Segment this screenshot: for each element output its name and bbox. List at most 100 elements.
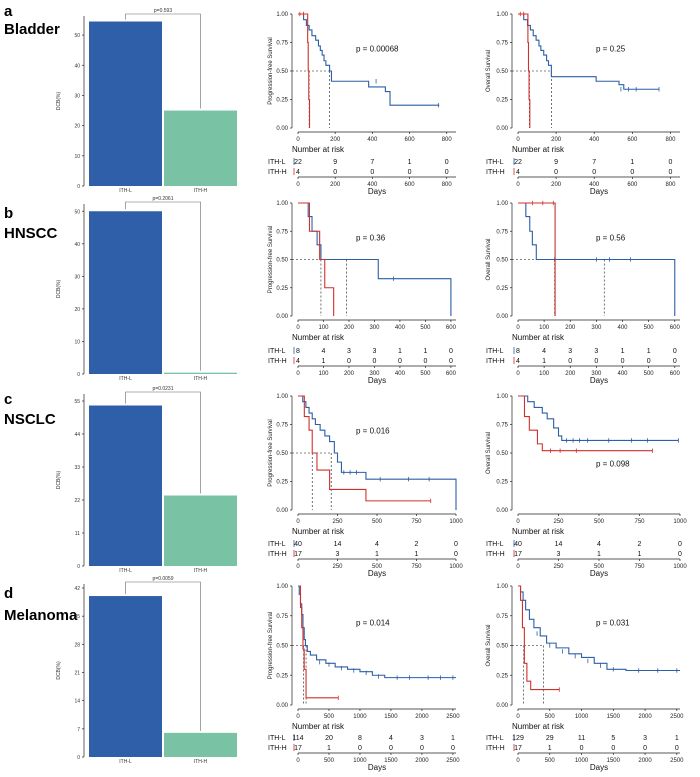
- x-tick-label: 400: [367, 137, 378, 143]
- x-tick-label: 500: [420, 325, 431, 331]
- y-tick-label: 0.50: [496, 451, 508, 457]
- y-axis-label: Overall Survival: [486, 238, 492, 280]
- risk-count: 17: [294, 745, 302, 752]
- y-tick-label: 0.75: [276, 614, 288, 620]
- cancer-name: Bladder: [4, 21, 60, 38]
- y-tick-label: 0.75: [276, 423, 288, 429]
- number-at-risk-label: Number at risk: [512, 527, 565, 536]
- km-curve-ith-h: [518, 395, 653, 452]
- risk-x-tick-label: 0: [516, 758, 520, 764]
- risk-row-label: ITH-L: [268, 541, 286, 548]
- x-tick-label: 600: [670, 325, 681, 331]
- risk-count: 0: [594, 358, 598, 365]
- risk-x-tick-label: 0: [296, 182, 300, 188]
- risk-x-tick-label: 100: [318, 371, 329, 377]
- risk-count: 40: [514, 541, 522, 548]
- p-value-label: p=0.0059: [153, 576, 174, 582]
- risk-count: 0: [420, 745, 424, 752]
- x-tick-label: 800: [665, 137, 676, 143]
- y-axis-label: Progression-free Survival: [268, 226, 274, 293]
- bar-ith-h: [164, 732, 237, 757]
- risk-count: 1: [423, 348, 427, 355]
- risk-x-tick-label: 0: [516, 182, 520, 188]
- y-tick-label: 1.00: [276, 12, 288, 18]
- km-curve-ith-h: [518, 202, 556, 316]
- panel-letter: d: [4, 585, 13, 602]
- bar-ith-l: [89, 596, 162, 757]
- risk-x-tick-label: 750: [411, 564, 422, 570]
- y-tick-label: 0.25: [276, 286, 288, 292]
- y-axis-label: Overall Survival: [486, 624, 492, 666]
- risk-count: 4: [322, 348, 326, 355]
- risk-count: 8: [358, 735, 362, 742]
- risk-count: 29: [546, 735, 554, 742]
- p-value-label: p = 0.098: [596, 460, 630, 469]
- risk-count: 0: [678, 541, 682, 548]
- risk-count: 0: [669, 169, 673, 176]
- dcb-bar-chart: 0 10 20 30 40 50 DCB(%) ITH-L ITH-H p=0.593: [56, 8, 237, 194]
- y-axis-label: Overall Survival: [486, 432, 492, 474]
- risk-count: 3: [347, 348, 351, 355]
- x-tick-label: 300: [591, 325, 602, 331]
- risk-x-tick-label: 300: [369, 371, 380, 377]
- os-km-plot: 0.000.250.500.751.000 200 400 600 800Overall…: [486, 11, 680, 196]
- risk-count: 4: [296, 358, 300, 365]
- x-tick-label: 1000: [353, 714, 367, 720]
- km-curve-ith-h: [298, 395, 431, 502]
- p-value-label: p = 0.016: [356, 427, 390, 436]
- risk-count: 1: [415, 551, 419, 558]
- y-tick-label: 21: [74, 671, 80, 677]
- bar-ith-h: [164, 495, 237, 566]
- y-tick-label: 0.75: [276, 229, 288, 235]
- x-tick-label: 2000: [638, 714, 652, 720]
- p-value-label: p=0.593: [154, 8, 172, 14]
- y-tick-label: 10: [74, 339, 80, 345]
- risk-count: 129: [512, 735, 524, 742]
- risk-x-tick-label: 500: [420, 371, 431, 377]
- risk-x-tick-label: 0: [296, 758, 300, 764]
- y-tick-label: 30: [74, 93, 80, 99]
- y-tick-label: 0.25: [496, 286, 508, 292]
- y-tick-label: 1.00: [496, 394, 508, 400]
- km-curve-ith-l: [298, 585, 456, 679]
- x-tick-label: 500: [372, 519, 383, 525]
- risk-count: 1: [548, 745, 552, 752]
- risk-count: 0: [554, 169, 558, 176]
- risk-x-tick-label: 0: [296, 371, 300, 377]
- risk-count: 14: [555, 541, 563, 548]
- risk-count: 2: [638, 541, 642, 548]
- cancer-name: NSCLC: [4, 411, 56, 428]
- risk-x-tick-label: 2500: [670, 758, 684, 764]
- risk-count: 0: [372, 358, 376, 365]
- p-value-label: p = 0.56: [596, 233, 626, 242]
- x-tick-label: 1500: [607, 714, 621, 720]
- risk-count: 20: [325, 735, 333, 742]
- x-tick-label: 0: [296, 325, 300, 331]
- x-tick-label: 2500: [446, 714, 460, 720]
- risk-count: 0: [423, 358, 427, 365]
- km-curve-ith-h: [298, 13, 311, 128]
- panel-letter: a: [4, 3, 13, 20]
- x-tick-label: 200: [344, 325, 355, 331]
- risk-count: 0: [333, 169, 337, 176]
- risk-count: 0: [568, 358, 572, 365]
- y-tick-label: 42: [74, 586, 80, 592]
- x-tick-label: 2500: [670, 714, 684, 720]
- p-value-label: p = 0.36: [356, 233, 386, 242]
- p-value-label: p = 0.00068: [356, 45, 399, 54]
- risk-count: 0: [621, 358, 625, 365]
- risk-count: 1: [621, 348, 625, 355]
- days-label: Days: [590, 569, 608, 578]
- risk-count: 0: [358, 745, 362, 752]
- risk-x-tick-label: 1500: [607, 758, 621, 764]
- x-tick-label: 500: [644, 325, 655, 331]
- y-tick-label: 0.50: [276, 644, 288, 650]
- risk-count: 0: [445, 159, 449, 166]
- risk-count: 8: [296, 348, 300, 355]
- x-tick-label: 200: [330, 137, 341, 143]
- number-at-risk-label: Number at risk: [292, 145, 345, 154]
- x-tick-label: 300: [369, 325, 380, 331]
- risk-x-tick-label: 100: [539, 371, 550, 377]
- x-tick-label: 600: [446, 325, 457, 331]
- y-tick-label: 44: [74, 432, 80, 438]
